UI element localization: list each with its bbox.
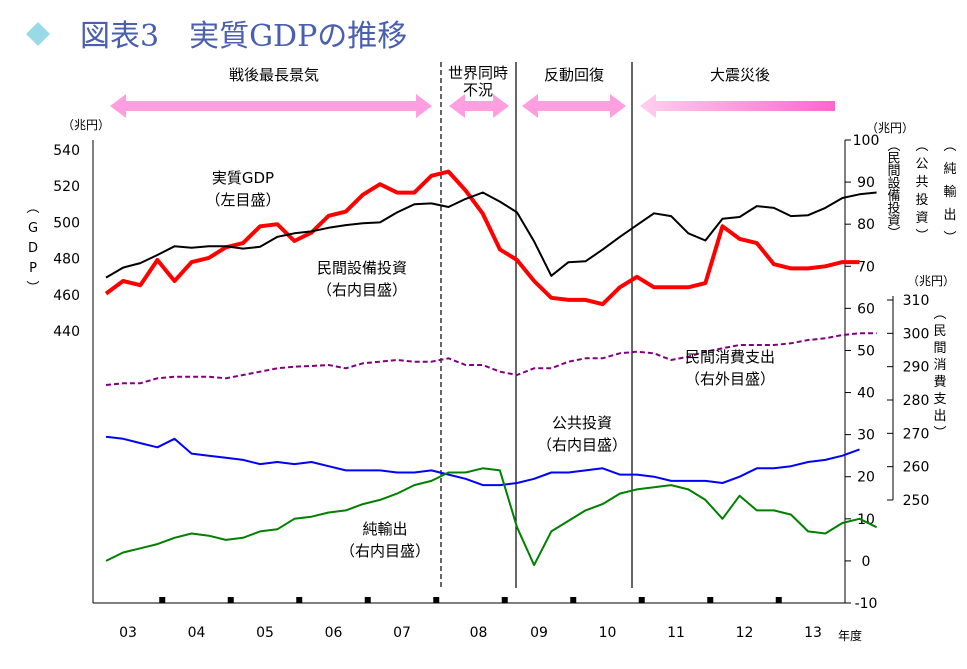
period-label: 戦後最長景気 [229,66,319,84]
period-banners: 戦後最長景気 世界同時不況 反動回復 大震災後 [110,64,835,118]
right-axis-title-public-investment: ︵公共投資︶ [915,139,928,244]
period-label: 大震災後 [710,66,770,84]
right-inner-tick-label: 90 [857,175,875,191]
series-annotation: 民間消費支出（右外目盛） [685,348,775,388]
diamond-icon [26,22,50,46]
right-outer-tick-label: 260 [903,460,930,476]
x-tick-label: 12 [736,625,754,641]
x-tick-mark [638,597,645,603]
x-tick-label: 13 [804,625,822,641]
series-line-4 [105,467,878,567]
x-tick-mark [364,597,371,603]
series-line-0 [105,191,877,279]
x-tick-label: 07 [393,625,411,641]
period-label: 反動回復 [544,66,604,84]
right-inner-axis-unit: （兆円） [866,121,914,135]
series-annotation: 公共投資（右内目盛） [537,414,627,454]
x-tick-label: 08 [470,625,488,641]
period-arrow [522,94,626,118]
x-tick-mark [227,597,234,603]
right-inner-tick-label: 0 [862,554,871,570]
right-axis-title-net-exports: ︵純輸出︶ [943,139,956,246]
left-tick-label: 540 [53,143,80,159]
right-outer-tick-label: 270 [903,426,930,442]
period-arrow [640,94,835,118]
series-annotation: 純輸出（右内目盛） [340,520,430,560]
left-axis-unit: （兆円） [62,118,110,132]
x-tick-label: 05 [256,625,274,641]
right-outer-axis-title: ︵民間消費支出︶ [933,307,946,441]
right-inner-tick-label: 20 [857,470,875,486]
right-inner-tick-label: 30 [857,428,875,444]
period-arrow [110,94,432,118]
right-inner-tick-label: 80 [857,217,875,233]
right-inner-tick-label: 100 [853,133,880,149]
right-outer-tick-label: 280 [903,393,930,409]
left-tick-label: 520 [53,179,80,195]
series-line-1 [104,169,860,307]
left-tick-label: 460 [53,288,80,304]
x-tick-label: 10 [599,625,617,641]
series-line-3 [105,435,860,487]
right-inner-tick-label: 40 [857,386,875,402]
right-outer-tick-label: 300 [903,326,930,342]
x-tick-label: 11 [667,625,685,641]
right-inner-tick-label: -10 [855,596,878,612]
x-tick-mark [433,597,440,603]
right-outer-tick-label: 250 [903,493,930,509]
chart-title: 図表3 実質GDPの推移 [80,19,407,54]
period-label: 世界同時不況 [448,64,508,99]
series-annotation: 民間設備投資（右内目盛） [317,259,407,299]
x-tick-mark [501,597,508,603]
x-tick-mark [775,597,782,603]
x-tick-label: 04 [188,625,206,641]
series-line-2 [105,332,877,386]
x-tick-mark [570,597,577,603]
series-annotation: 実質GDP （左目盛） [205,169,280,209]
right-inner-tick-label: 50 [857,343,875,359]
x-tick-label: 06 [325,625,343,641]
period-arrow [449,94,509,118]
left-tick-label: 500 [53,215,80,231]
right-outer-tick-label: 310 [903,293,930,309]
right-outer-axis-unit: （兆円） [907,274,955,288]
x-tick-label: 03 [119,625,137,641]
left-axis-title: ︵ G D P ︶ [26,201,39,296]
left-tick-label: 440 [53,324,80,340]
x-tick-mark [159,597,166,603]
x-tick-mark [296,597,303,603]
x-tick-label: 09 [530,625,548,641]
right-inner-tick-label: 60 [857,301,875,317]
x-tick-mark [707,597,714,603]
right-outer-tick-label: 290 [903,360,930,376]
x-axis-label: 年度 [838,628,862,643]
right-inner-tick-label: 70 [857,259,875,275]
left-tick-label: 480 [53,252,80,268]
right-axis-title-capex: ︵民間設備投資︶ [887,139,900,242]
